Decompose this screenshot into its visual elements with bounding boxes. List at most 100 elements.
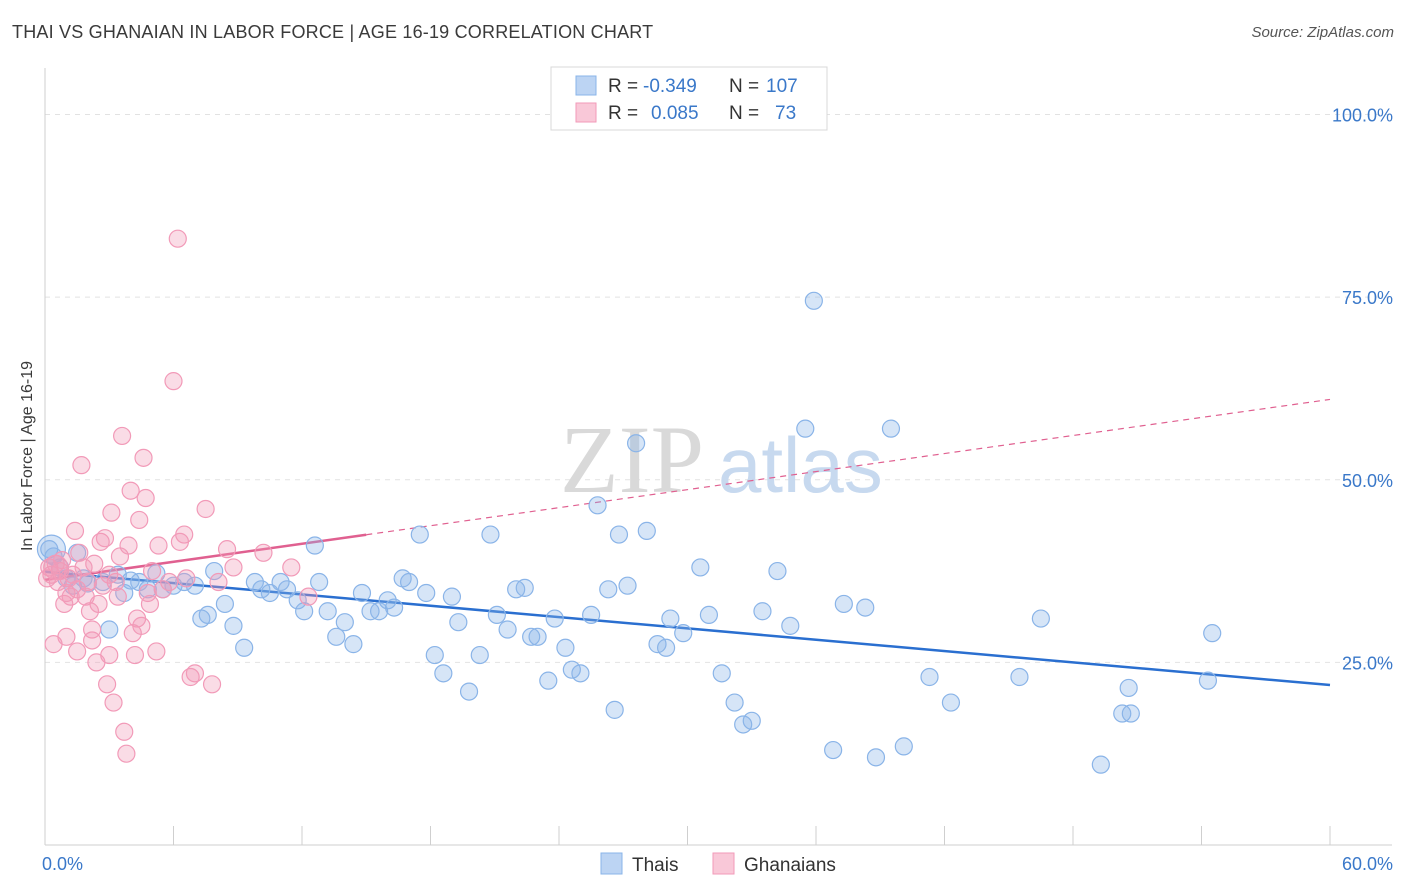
point-thais xyxy=(384,598,404,617)
point-thais xyxy=(425,645,444,665)
point-thais xyxy=(528,627,547,646)
point-thais xyxy=(605,700,624,719)
point-thais xyxy=(224,616,243,635)
point-ghanaians xyxy=(72,456,91,475)
point-thais xyxy=(335,613,354,632)
point-ghanaians xyxy=(142,561,162,581)
legend-r-value-ghanaians: 0.085 xyxy=(651,103,699,124)
point-thais xyxy=(1203,624,1222,643)
legend-swatch-ghanaians xyxy=(575,102,597,123)
series-ghanaians xyxy=(38,229,318,763)
point-ghanaians xyxy=(100,645,119,665)
point-thais xyxy=(378,591,397,610)
legend-r-label-thais: R = xyxy=(608,76,638,97)
x-tick-label-min: 0.0% xyxy=(42,854,83,874)
point-ghanaians xyxy=(164,372,183,391)
point-thais xyxy=(599,580,618,599)
y-tick-label: 75.0% xyxy=(1342,288,1393,308)
point-thais xyxy=(288,591,307,610)
point-thais xyxy=(487,605,506,625)
trend-line-thais xyxy=(44,570,1331,687)
legend-bottom-swatch-ghanaians xyxy=(712,852,735,875)
point-ghanaians xyxy=(224,558,243,577)
point-ghanaians xyxy=(55,594,74,614)
point-thais xyxy=(691,558,710,577)
legend-n-value-ghanaians: 73 xyxy=(775,103,796,124)
point-thais xyxy=(920,667,939,687)
y-tick-labels: 25.0% 50.0% 75.0% 100.0% xyxy=(1332,106,1393,674)
legend-n-label-ghanaians: N = xyxy=(729,103,759,124)
point-thais xyxy=(656,638,676,657)
point-ghanaians xyxy=(106,572,125,592)
point-ghanaians xyxy=(282,558,301,577)
point-ghanaians xyxy=(138,583,157,603)
point-thais xyxy=(310,572,329,592)
point-ghanaians xyxy=(115,722,134,741)
point-thais xyxy=(442,587,462,606)
point-ghanaians xyxy=(61,587,80,606)
point-ghanaians xyxy=(202,675,222,694)
point-thais xyxy=(344,635,363,654)
y-tick-label: 50.0% xyxy=(1342,471,1393,491)
legend-bottom-swatch-thais xyxy=(600,852,623,875)
source-label: Source: ZipAtlas.com xyxy=(1251,24,1394,41)
grid-lines xyxy=(45,114,1392,663)
point-ghanaians-cluster xyxy=(43,554,69,581)
point-ghanaians xyxy=(153,580,172,599)
axes xyxy=(44,68,1392,846)
trend-lines xyxy=(44,398,1331,687)
point-thais xyxy=(1198,671,1218,690)
point-thais xyxy=(399,572,419,592)
point-thais xyxy=(742,711,761,730)
point-thais xyxy=(498,620,517,639)
point-thais xyxy=(327,627,346,646)
point-ghanaians xyxy=(98,675,117,694)
point-thais xyxy=(318,602,337,621)
point-ghanaians xyxy=(89,594,108,614)
point-thais xyxy=(277,580,297,599)
point-thais xyxy=(235,638,254,657)
point-ghanaians xyxy=(104,693,123,712)
point-thais xyxy=(582,605,601,625)
point-thais xyxy=(725,693,744,712)
point-ghanaians xyxy=(140,594,160,614)
point-thais xyxy=(481,525,500,544)
point-thais xyxy=(618,576,637,595)
point-ghanaians xyxy=(95,529,115,548)
point-ghanaians xyxy=(83,620,102,639)
point-ghanaians xyxy=(108,587,127,606)
point-thais xyxy=(470,645,489,665)
point-ghanaians xyxy=(85,554,104,573)
x-tick-label-max: 60.0% xyxy=(1342,854,1393,874)
point-ghanaians xyxy=(185,664,205,683)
point-thais xyxy=(804,291,823,310)
point-ghanaians xyxy=(136,488,155,508)
legend-bottom-label-thais: Thais xyxy=(632,855,678,876)
point-thais xyxy=(271,572,290,592)
point-thais xyxy=(824,740,843,760)
point-ghanaians xyxy=(149,536,168,555)
point-thais xyxy=(588,496,607,515)
point-thais xyxy=(295,602,314,621)
y-tick-label: 25.0% xyxy=(1342,653,1393,673)
point-ghanaians xyxy=(57,627,76,646)
legend-n-value-thais: 107 xyxy=(766,76,798,97)
point-thais xyxy=(245,572,264,592)
point-ghanaians xyxy=(117,744,136,763)
point-ghanaians xyxy=(112,426,132,446)
point-ghanaians xyxy=(78,572,97,592)
point-ghanaians xyxy=(100,565,119,584)
point-thais xyxy=(674,624,693,643)
point-thais xyxy=(856,598,875,617)
point-thais xyxy=(699,605,719,625)
point-thais xyxy=(626,434,646,453)
point-thais xyxy=(894,737,913,756)
point-thais xyxy=(781,616,800,635)
chart-title: THAI VS GHANAIAN IN LABOR FORCE | AGE 16… xyxy=(12,22,654,42)
point-thais xyxy=(1031,609,1050,628)
point-thais xyxy=(1091,755,1110,774)
point-ghanaians xyxy=(132,616,151,635)
point-thais xyxy=(515,578,534,597)
y-tick-label: 100.0% xyxy=(1332,106,1393,126)
